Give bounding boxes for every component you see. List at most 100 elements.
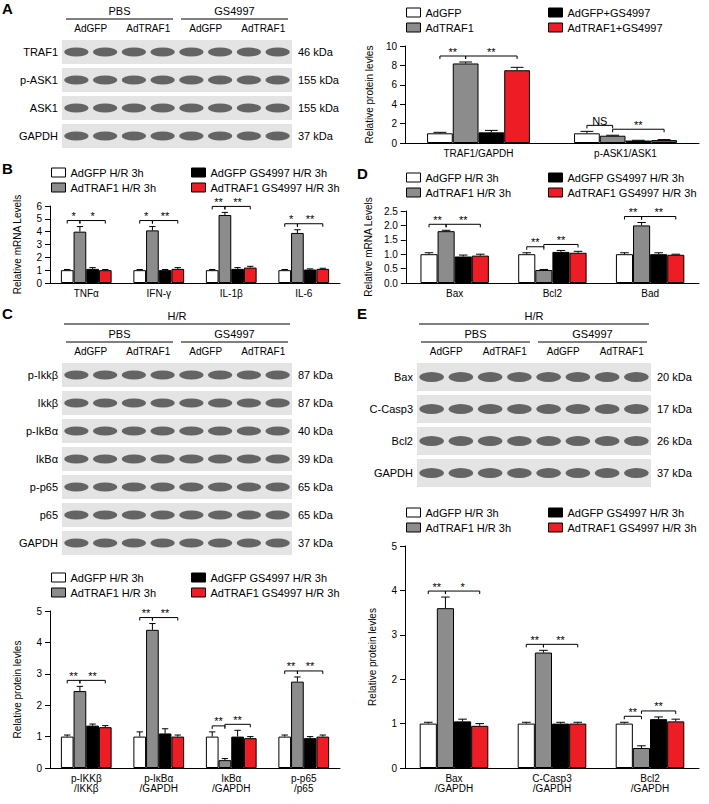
svg-text:**: ** — [287, 660, 296, 672]
svg-text:39 kDa: 39 kDa — [298, 453, 334, 465]
svg-text:1: 1 — [391, 718, 397, 729]
svg-text:4: 4 — [391, 585, 397, 596]
svg-text:AdTRAF1+GS4997: AdTRAF1+GS4997 — [568, 22, 663, 34]
svg-text:/IKKβ: /IKKβ — [74, 783, 99, 794]
svg-text:6: 6 — [36, 201, 42, 212]
svg-text:Bax: Bax — [446, 288, 463, 299]
svg-text:65 kDa: 65 kDa — [298, 481, 334, 493]
svg-text:AdTRAF1: AdTRAF1 — [126, 23, 170, 34]
svg-text:0: 0 — [36, 278, 42, 289]
svg-text:AdGFP H/R 3h: AdGFP H/R 3h — [426, 172, 499, 184]
svg-text:3: 3 — [36, 239, 42, 250]
svg-text:**: ** — [556, 634, 565, 646]
svg-text:1: 1 — [36, 731, 42, 742]
svg-text:AdGFP H/R 3h: AdGFP H/R 3h — [71, 167, 144, 179]
svg-text:**: ** — [634, 119, 643, 131]
svg-text:AdGFP: AdGFP — [430, 346, 463, 357]
svg-text:TRAF1: TRAF1 — [23, 46, 58, 58]
svg-text:AdGFP+GS4997: AdGFP+GS4997 — [568, 7, 651, 19]
svg-text:87 kDa: 87 kDa — [298, 397, 334, 409]
svg-text:**: ** — [161, 607, 170, 619]
svg-text:**: ** — [233, 196, 242, 208]
svg-text:26 kDa: 26 kDa — [657, 435, 693, 447]
svg-text:*: * — [71, 210, 76, 222]
svg-text:**: ** — [654, 700, 663, 712]
svg-text:2: 2 — [36, 252, 42, 263]
svg-text:PBS: PBS — [464, 328, 486, 340]
svg-text:/p65: /p65 — [294, 783, 314, 794]
svg-text:1.5: 1.5 — [384, 234, 398, 245]
svg-text:IL-6: IL-6 — [295, 288, 313, 299]
svg-text:87 kDa: 87 kDa — [298, 369, 334, 381]
svg-text:2.5: 2.5 — [384, 206, 398, 217]
svg-text:0: 0 — [391, 763, 397, 774]
svg-text:**: ** — [69, 670, 78, 682]
svg-text:p-Ikkβ: p-Ikkβ — [28, 369, 58, 381]
svg-text:**: ** — [629, 206, 638, 218]
svg-text:AdGFP: AdGFP — [426, 7, 462, 19]
svg-text:/GAPDH: /GAPDH — [631, 783, 669, 794]
svg-text:/GAPDH: /GAPDH — [140, 783, 178, 794]
svg-text:20 kDa: 20 kDa — [657, 371, 693, 383]
svg-text:p65: p65 — [40, 509, 58, 521]
svg-text:AdTRAF1: AdTRAF1 — [483, 346, 527, 357]
svg-text:**: ** — [654, 206, 663, 218]
svg-text:2.0: 2.0 — [384, 220, 398, 231]
svg-text:40 kDa: 40 kDa — [298, 425, 334, 437]
svg-text:H/R: H/R — [525, 310, 544, 322]
svg-text:3: 3 — [391, 629, 397, 640]
svg-text:GS4997: GS4997 — [214, 328, 254, 340]
svg-text:p-ASK1: p-ASK1 — [20, 74, 58, 86]
svg-text:5: 5 — [36, 606, 42, 617]
svg-text:TNFα: TNFα — [74, 288, 99, 299]
svg-text:Bax: Bax — [394, 371, 413, 383]
svg-text:Relative mRNA Levels: Relative mRNA Levels — [363, 197, 374, 296]
svg-text:**: ** — [433, 214, 442, 226]
svg-text:H/R: H/R — [168, 310, 187, 322]
svg-text:10: 10 — [386, 41, 398, 52]
svg-text:PBS: PBS — [108, 328, 130, 340]
svg-text:17 kDa: 17 kDa — [657, 403, 693, 415]
svg-text:Relative protein levles: Relative protein levles — [12, 641, 23, 739]
svg-text:C-Casp3: C-Casp3 — [370, 403, 413, 415]
svg-text:AdGFP GS4997 H/R 3h: AdGFP GS4997 H/R 3h — [568, 172, 685, 184]
svg-text:37 kDa: 37 kDa — [298, 130, 334, 142]
svg-text:37 kDa: 37 kDa — [657, 467, 693, 479]
svg-text:**: ** — [306, 660, 315, 672]
svg-text:**: ** — [306, 213, 315, 225]
svg-text:Bad: Bad — [641, 288, 659, 299]
svg-text:/GAPDH: /GAPDH — [533, 783, 571, 794]
svg-text:**: ** — [214, 196, 223, 208]
svg-text:Ikkβ: Ikkβ — [38, 397, 58, 409]
svg-text:AdGFP GS4997 H/R 3h: AdGFP GS4997 H/R 3h — [211, 167, 328, 179]
svg-text:46 kDa: 46 kDa — [298, 46, 334, 58]
svg-text:GS4997: GS4997 — [572, 328, 612, 340]
svg-text:4: 4 — [36, 226, 42, 237]
svg-text:PBS: PBS — [108, 5, 130, 17]
svg-text:AdGFP GS4997 H/R 3h: AdGFP GS4997 H/R 3h — [568, 507, 685, 519]
svg-text:p-IkBα: p-IkBα — [26, 425, 59, 437]
svg-text:0.5: 0.5 — [384, 263, 398, 274]
svg-text:AdGFP: AdGFP — [74, 346, 107, 357]
svg-text:**: ** — [88, 670, 97, 682]
svg-text:0: 0 — [36, 763, 42, 774]
svg-text:5: 5 — [391, 541, 397, 552]
svg-text:**: ** — [531, 634, 540, 646]
svg-text:AdTRAF1 H/R 3h: AdTRAF1 H/R 3h — [426, 187, 512, 199]
svg-text:ASK1: ASK1 — [30, 102, 58, 114]
svg-text:IL-1β: IL-1β — [220, 288, 243, 299]
svg-text:IkBα: IkBα — [36, 453, 59, 465]
svg-text:p-ASK1/ASK1: p-ASK1/ASK1 — [594, 148, 657, 159]
svg-text:AdTRAF1: AdTRAF1 — [126, 346, 170, 357]
svg-text:155 kDa: 155 kDa — [298, 102, 340, 114]
svg-text:AdTRAF1 GS4997 H/R 3h: AdTRAF1 GS4997 H/R 3h — [211, 182, 340, 194]
svg-text:1.0: 1.0 — [384, 249, 398, 260]
svg-text:AdTRAF1: AdTRAF1 — [426, 22, 474, 34]
svg-text:6: 6 — [391, 79, 397, 90]
svg-text:/GAPDH: /GAPDH — [435, 783, 473, 794]
svg-text:GS4997: GS4997 — [214, 5, 254, 17]
svg-text:Bcl2: Bcl2 — [543, 288, 563, 299]
svg-text:*: * — [289, 213, 294, 225]
svg-text:37 kDa: 37 kDa — [298, 537, 334, 549]
svg-text:AdTRAF1 H/R 3h: AdTRAF1 H/R 3h — [71, 182, 157, 194]
